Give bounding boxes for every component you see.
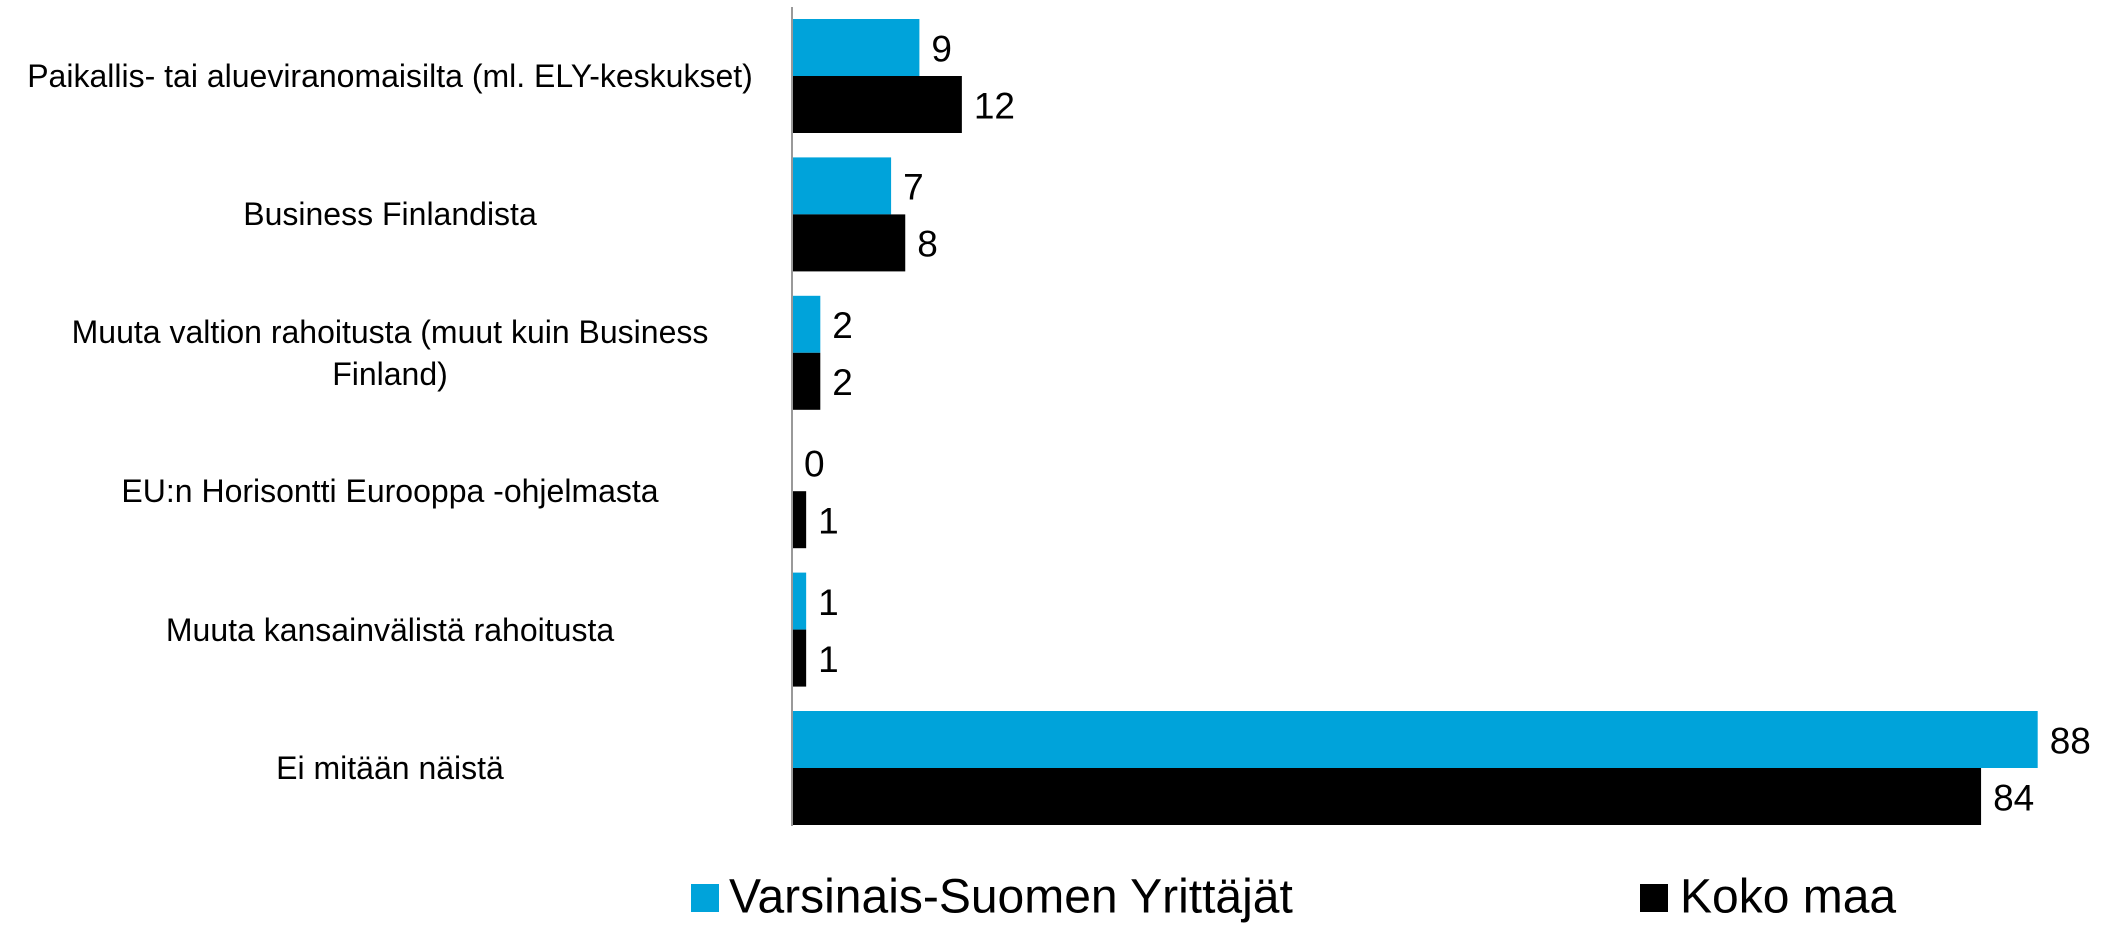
value-label: 84 [1993, 777, 2034, 818]
legend-swatch [1640, 884, 1668, 912]
value-label: 7 [903, 167, 924, 208]
bar [792, 629, 807, 687]
bar [792, 19, 920, 76]
value-label: 8 [917, 224, 938, 265]
category-label: EU:n Horisontti Eurooppa -ohjelmasta [121, 473, 659, 510]
category-label: Muuta valtion rahoitusta (muut kuin Busi… [71, 313, 709, 392]
value-label: 1 [818, 639, 839, 680]
bar [792, 491, 807, 549]
value-label: 1 [818, 582, 839, 623]
legend-label: Varsinais-Suomen Yrittäjät [729, 871, 1293, 924]
category-label: Ei mitään näistä [276, 750, 504, 786]
value-label: 0 [804, 443, 825, 484]
value-label: 88 [2050, 720, 2091, 761]
category-label: Business Finlandista [243, 196, 537, 233]
category-label: Muuta kansainvälistä rahoitusta [165, 611, 615, 648]
value-label: 2 [832, 305, 853, 346]
bar [792, 157, 892, 215]
bar [792, 352, 821, 410]
value-label: 9 [931, 28, 952, 69]
bar [792, 572, 807, 630]
value-label: 2 [832, 362, 853, 403]
bar [792, 295, 821, 353]
bar [792, 76, 962, 133]
bar [792, 214, 906, 272]
legend-swatch [691, 884, 719, 912]
value-label: 1 [818, 500, 839, 541]
legend-label: Koko maa [1680, 871, 1896, 924]
value-label: 12 [974, 85, 1015, 126]
bar [792, 711, 2038, 768]
bar [792, 768, 1982, 825]
category-label: Paikallis- tai alueviranomaisilta (ml. E… [27, 58, 753, 94]
